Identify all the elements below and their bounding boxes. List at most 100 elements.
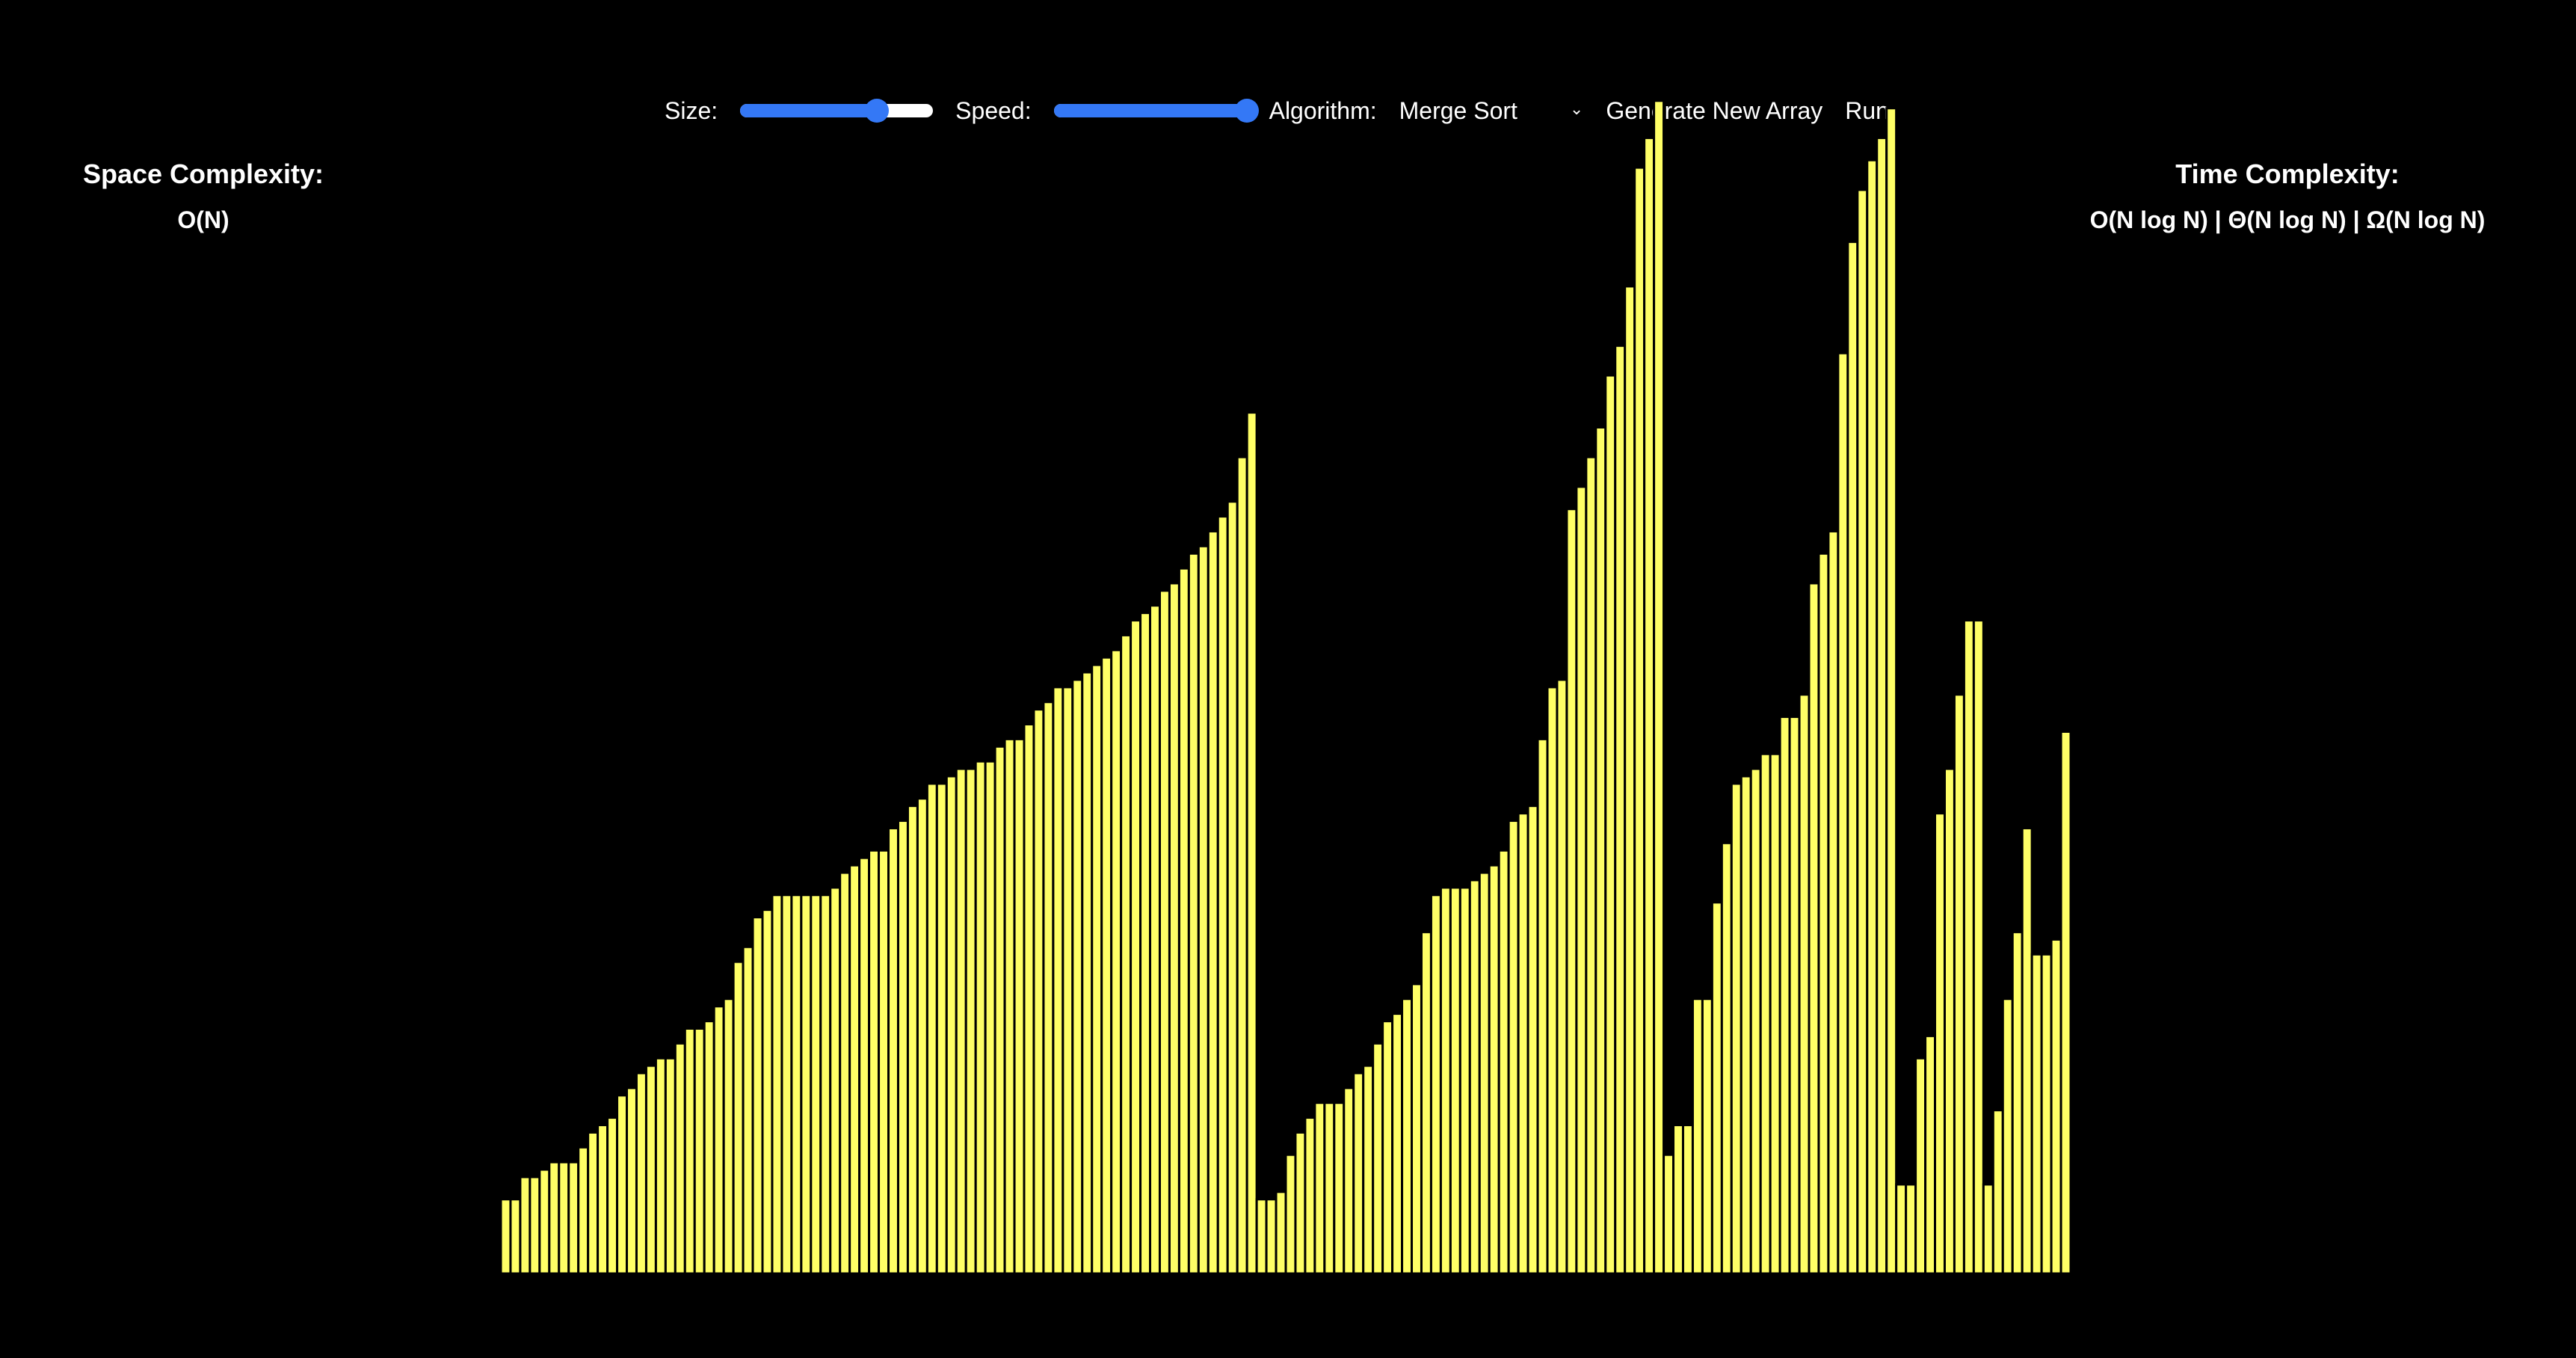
array-bar [1313,1102,1326,1275]
array-bar [1730,782,1743,1275]
size-slider[interactable] [740,99,934,123]
array-bar [1710,901,1723,1275]
array-bar [1294,1131,1307,1275]
array-bar [1817,552,1830,1275]
array-bar [558,1161,570,1275]
array-bar [703,1020,715,1275]
array-bar [1468,879,1481,1275]
array-bar [1197,544,1210,1275]
array-bar [1284,1153,1297,1275]
array-bar [1042,701,1055,1275]
array-bar [519,1176,531,1275]
array-bar [529,1176,541,1275]
array-bar [1052,686,1064,1275]
array-bar [1100,656,1113,1275]
array-bar [1304,1116,1316,1275]
array-bar [1372,1042,1384,1275]
run-button[interactable]: Run [1845,96,1889,124]
array-bar [751,916,764,1275]
array-bar [839,871,851,1275]
size-slider-thumb[interactable] [865,99,890,123]
array-bar [984,760,996,1275]
array-bar [1633,166,1646,1275]
array-bar [674,1042,686,1275]
array-bar [1720,841,1733,1275]
array-bar [1643,136,1656,1275]
array-bar [1187,552,1200,1275]
array-bar [916,797,928,1275]
chevron-down-icon: ⌄ [1569,99,1584,118]
array-bar [868,849,881,1275]
speed-slider-fill [1053,104,1247,117]
array-bar [577,1146,590,1275]
array-bar [1701,998,1713,1275]
array-bar [1691,998,1704,1275]
array-bar [2050,938,2062,1275]
array-bar [1429,894,1442,1275]
array-bar [1236,455,1248,1275]
array-bar [790,894,803,1275]
array-bar [2001,998,2014,1275]
array-bar [712,1005,725,1275]
array-bar [1837,351,1849,1275]
array-bar [810,894,822,1275]
array-bar [955,767,967,1275]
array-bar [722,998,735,1275]
generate-new-array-button[interactable]: Generate New Array [1606,96,1823,124]
array-bar [626,1087,638,1275]
array-bar [1120,633,1133,1275]
array-bar [1333,1102,1346,1275]
array-bar [1362,1064,1375,1275]
array-bar [509,1198,522,1275]
array-bar [1740,775,1752,1275]
array-bar [1226,500,1239,1275]
array-bar [742,945,754,1275]
array-bar [1411,983,1423,1275]
array-bar [1536,737,1549,1275]
array-bar [906,805,919,1275]
array-bar [1401,998,1414,1275]
array-bar [1972,619,1985,1275]
array-bar [1391,1013,1404,1275]
array-bar [1091,663,1103,1275]
array-bar [683,1027,696,1275]
array-bar [1769,752,1781,1275]
array-bar [1585,455,1597,1275]
array-bar [1749,767,1762,1275]
array-bar [1003,737,1016,1275]
array-bar [1449,886,1461,1275]
array-bar [1149,604,1161,1275]
array-bar [1672,1123,1684,1275]
array-bar [1962,619,1975,1275]
array-bar [858,856,871,1275]
array-bar [1546,686,1559,1275]
speed-slider-thumb[interactable] [1234,99,1259,123]
array-bar [935,782,948,1275]
array-bar [1991,1109,2004,1275]
array-bar [1265,1198,1278,1275]
array-bar [1420,930,1432,1275]
array-bar [1934,812,1946,1275]
array-bar [2059,730,2072,1275]
array-bar [964,767,977,1275]
array-bar [616,1094,629,1275]
array-bar [635,1072,647,1275]
array-bar [1604,374,1617,1275]
array-bar [1478,871,1491,1275]
array-bar [780,894,793,1275]
algorithm-select[interactable]: Merge Sort ⌄ [1399,97,1584,125]
array-bar [1681,1123,1694,1275]
array-bar [1778,716,1791,1275]
array-bar [1081,671,1094,1275]
controls-toolbar: Size: Speed: Algorithm: Merge Sort ⌄ Gen… [0,88,2576,133]
array-bar [1905,1183,1917,1275]
array-bar [1488,864,1500,1275]
array-bar [878,849,890,1275]
array-bar [1497,849,1510,1275]
array-bar [693,1027,706,1275]
array-bar [1575,485,1588,1275]
array-bar [1663,1153,1675,1275]
array-bar [1275,1190,1287,1275]
speed-slider[interactable] [1053,99,1259,123]
array-bar [2021,826,2033,1275]
